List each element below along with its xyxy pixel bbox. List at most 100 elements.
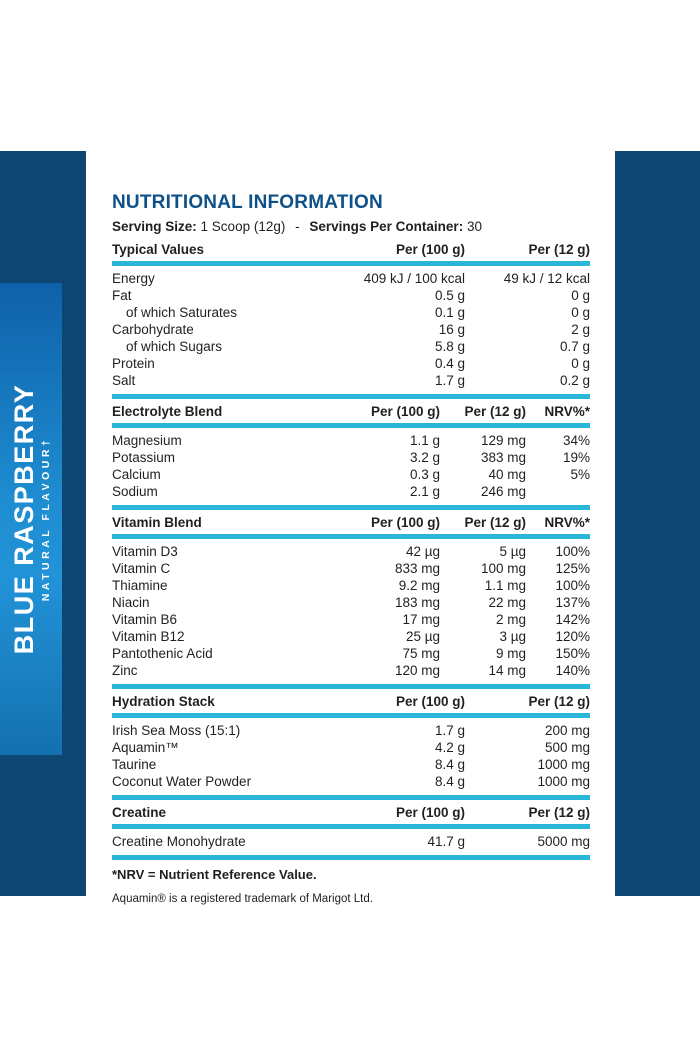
cyan-divider [112,713,590,718]
nutrient-label: Potassium [112,450,176,465]
nutrient-row: Salt 1.7 g 0.2 g [112,372,590,389]
cyan-divider [112,795,590,800]
value-per12: 0 g [571,288,590,303]
cyan-divider [112,505,590,510]
nutrient-row: Creatine Monohydrate 41.7 g 5000 mg [112,833,590,850]
value-per12: 0.2 g [559,373,590,388]
nutrient-row: Fat 0.5 g 0 g [112,287,590,304]
section-header-row: Electrolyte Blend Per (100 g) Per (12 g) NR… [112,399,590,423]
nutrient-row: Sodium 2.1 g 246 mg [112,483,590,500]
nutrient-row: Calcium 0.3 g 40 mg 5% [112,466,590,483]
section-typical-values: Typical Values Per (100 g) Per (12 g) Energ… [112,237,590,399]
nutrient-label: Magnesium [112,433,182,448]
nutrient-row: Aquamin™ 4.2 g 500 mg [112,739,590,756]
value-nrv: 125% [555,561,590,576]
cyan-divider [112,534,590,539]
sections: Typical Values Per (100 g) Per (12 g) Energ… [112,237,590,860]
cyan-divider [112,824,590,829]
value-per12: 5000 mg [537,834,590,849]
column-header: Per (12 g) [528,694,590,709]
value-per100: 75 mg [402,646,440,661]
value-per12: 383 mg [480,450,526,465]
value-nrv: 100% [555,578,590,593]
value-per12: 40 mg [488,467,526,482]
value-per100: 0.4 g [434,356,465,371]
value-per100: 833 mg [394,561,440,576]
value-per12: 1000 mg [537,774,590,789]
serving-size-value: 1 Scoop (12g) [200,219,286,234]
nutrient-label: Pantothenic Acid [112,646,213,661]
flavor-subtitle: NATURAL FLAVOUR† [39,436,52,602]
value-per12: 500 mg [544,740,590,755]
section-title: Hydration Stack [112,694,215,709]
nutrient-row: Protein 0.4 g 0 g [112,355,590,372]
nutrient-label: Vitamin B12 [112,629,185,644]
nutrient-row: Zinc 120 mg 14 mg 140% [112,662,590,679]
column-header: Per (100 g) [395,694,465,709]
value-per100: 0.5 g [434,288,465,303]
footnotes: *NRV = Nutrient Reference Value. Aquamin… [112,867,590,906]
nutrient-label: of which Sugars [126,339,223,354]
value-nrv: 142% [555,612,590,627]
value-nrv: 19% [562,450,590,465]
serving-separator: - [295,219,300,234]
value-per100: 1.7 g [434,723,465,738]
value-per100: 1.7 g [434,373,465,388]
nutrient-row: Pantothenic Acid 75 mg 9 mg 150% [112,645,590,662]
section-title: Vitamin Blend [112,515,202,530]
nutrient-label: Sodium [112,484,158,499]
nutrient-label: Carbohydrate [112,322,194,337]
nutrient-row: Vitamin B6 17 mg 2 mg 142% [112,611,590,628]
section-rows: Creatine Monohydrate 41.7 g 5000 mg [112,829,590,855]
value-nrv: 150% [555,646,590,661]
nutrient-label: Vitamin B6 [112,612,178,627]
value-per100: 16 g [438,322,465,337]
nutrient-label: Energy [112,271,155,286]
flavor-panel: BLUE RASPBERRY NATURAL FLAVOUR† [0,283,62,755]
value-per12: 0 g [571,356,590,371]
nutrient-row: Taurine 8.4 g 1000 mg [112,756,590,773]
column-header: Per (12 g) [464,404,526,419]
nutrient-row: Thiamine 9.2 mg 1.1 mg 100% [112,577,590,594]
value-per12: 5 µg [499,544,526,559]
cyan-divider [112,423,590,428]
nutrient-row: Vitamin B12 25 µg 3 µg 120% [112,628,590,645]
value-per100: 120 mg [394,663,440,678]
section-header-row: Vitamin Blend Per (100 g) Per (12 g) NRV%* [112,510,590,534]
value-per100: 8.4 g [434,774,465,789]
value-per100: 4.2 g [434,740,465,755]
section-rows: Irish Sea Moss (15:1) 1.7 g 200 mg Aquamin™… [112,718,590,795]
nutrient-label: Fat [112,288,132,303]
value-nrv: 34% [562,433,590,448]
nutrient-label: Taurine [112,757,157,772]
value-per12: 100 mg [480,561,526,576]
value-per12: 200 mg [544,723,590,738]
nutrient-row: Niacin 183 mg 22 mg 137% [112,594,590,611]
nutrient-label: Calcium [112,467,161,482]
value-per100: 1.1 g [409,433,440,448]
nutrient-row: Vitamin D3 42 µg 5 µg 100% [112,543,590,560]
nutrient-label: Irish Sea Moss (15:1) [112,723,241,738]
nutrient-label: Zinc [112,663,138,678]
cyan-divider [112,261,590,266]
servings-per-container-label: Servings Per Container: [309,219,464,234]
value-per12: 0 g [571,305,590,320]
value-per12: 129 mg [480,433,526,448]
nutrient-row: Potassium 3.2 g 383 mg 19% [112,449,590,466]
value-per12: 14 mg [488,663,526,678]
right-navy-column [615,151,700,896]
nutrient-label: Vitamin D3 [112,544,178,559]
section-vitamin-blend: Vitamin Blend Per (100 g) Per (12 g) NRV%* V… [112,510,590,689]
value-per100: 42 µg [405,544,440,559]
nutrient-label: of which Saturates [126,305,238,320]
cyan-divider [112,394,590,399]
nutrient-row: Carbohydrate 16 g 2 g [112,321,590,338]
value-per12: 1.1 mg [484,578,526,593]
nutrient-row: of which Saturates 0.1 g 0 g [112,304,590,321]
value-per12: 3 µg [499,629,526,644]
value-nrv: 120% [555,629,590,644]
section-rows: Vitamin D3 42 µg 5 µg 100% Vitamin C 833 mg 10… [112,539,590,684]
value-per100: 0.1 g [434,305,465,320]
section-rows: Magnesium 1.1 g 129 mg 34% Potassium 3.2 g 383… [112,428,590,505]
page-title: NUTRITIONAL INFORMATION [112,192,383,213]
